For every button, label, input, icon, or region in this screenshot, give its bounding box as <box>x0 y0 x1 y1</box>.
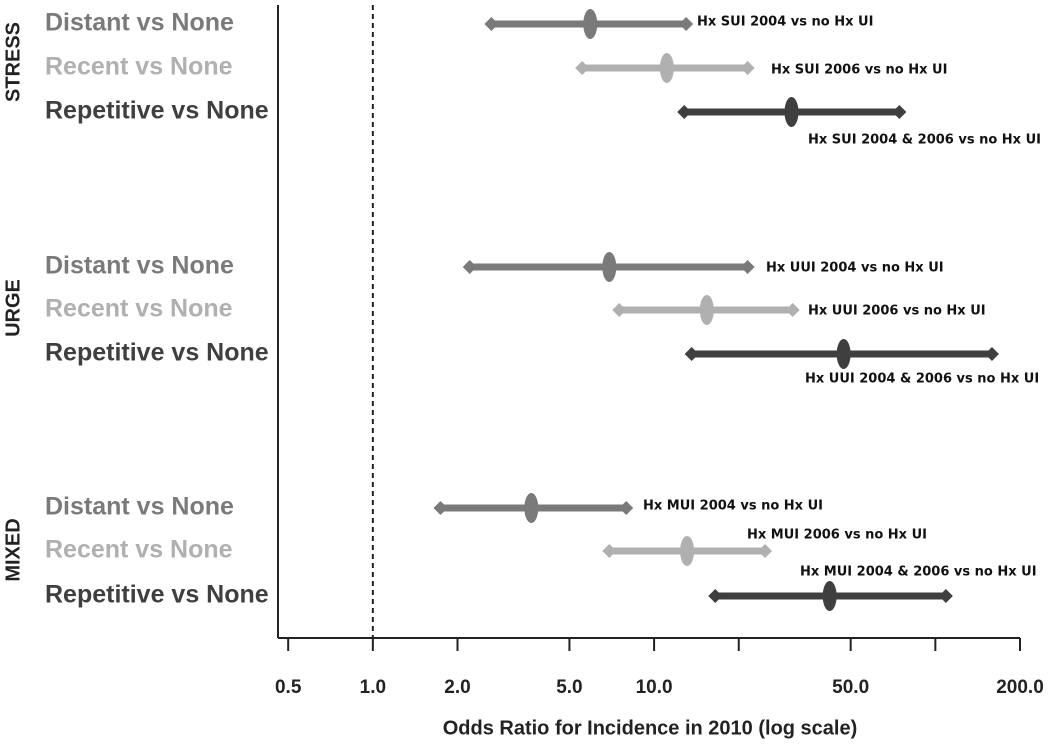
x-tick-label: 0.5 <box>275 677 302 698</box>
annotation: Hx UUI 2006 vs no Hx UI <box>808 304 986 319</box>
annotation: Hx SUI 2004 vs no Hx UI <box>697 15 873 30</box>
ci-end <box>740 61 755 75</box>
x-tick-label: 1.0 <box>360 677 386 698</box>
ci-end <box>708 589 723 603</box>
annotation: Hx MUI 2004 vs no Hx UI <box>643 499 823 514</box>
ci-end <box>679 17 694 31</box>
row-label: Recent vs None <box>45 295 233 323</box>
annotation: Hx UUI 2004 & 2006 vs no Hx UI <box>805 372 1039 387</box>
estimate <box>784 97 799 127</box>
annotation: Hx UUI 2004 vs no Hx UI <box>766 261 944 276</box>
ci-end <box>612 303 627 317</box>
x-tick-label: 10.0 <box>636 677 673 698</box>
estimate <box>699 295 714 325</box>
ci-end <box>892 105 907 119</box>
ci-end <box>619 501 634 515</box>
group-label: URGE <box>2 279 24 337</box>
row-label: Repetitive vs None <box>45 581 269 609</box>
ci-end <box>684 347 699 361</box>
x-tick-label: 50.0 <box>832 677 869 698</box>
annotation: Hx MUI 2006 vs no Hx UI <box>747 528 927 543</box>
estimate <box>583 9 598 39</box>
estimate <box>836 339 851 369</box>
ci-end <box>433 501 448 515</box>
x-tick-label: 200.0 <box>996 677 1044 698</box>
ci-end <box>785 303 800 317</box>
annotation: Hx MUI 2004 & 2006 vs no Hx UI <box>800 565 1037 580</box>
annotation: Hx SUI 2004 & 2006 vs no Hx UI <box>808 133 1041 148</box>
row-label: Distant vs None <box>45 252 234 280</box>
ci-end <box>677 105 692 119</box>
row-label: Repetitive vs None <box>45 97 269 125</box>
ci-end <box>575 61 590 75</box>
group-label: STRESS <box>2 22 24 102</box>
row-label: Recent vs None <box>45 53 233 81</box>
ci-end <box>484 17 499 31</box>
ci-end <box>758 544 773 558</box>
estimate <box>524 493 539 523</box>
ci-end <box>984 347 999 361</box>
x-axis-label: Odds Ratio for Incidence in 2010 (log sc… <box>443 717 858 739</box>
x-tick-label: 2.0 <box>444 677 470 698</box>
row-label: Distant vs None <box>45 493 234 521</box>
estimate <box>680 536 695 566</box>
group-label: MIXED <box>2 518 24 581</box>
ci-end <box>462 260 477 274</box>
ci-end <box>938 589 953 603</box>
row-label: Distant vs None <box>45 9 234 37</box>
estimate <box>659 53 674 83</box>
estimate <box>602 252 617 282</box>
row-label: Repetitive vs None <box>45 339 269 367</box>
x-tick-label: 5.0 <box>556 677 582 698</box>
ci-end <box>602 544 617 558</box>
estimate <box>822 581 837 611</box>
ci-end <box>740 260 755 274</box>
annotation: Hx SUI 2006 vs no Hx UI <box>771 63 947 78</box>
row-label: Recent vs None <box>45 536 233 564</box>
